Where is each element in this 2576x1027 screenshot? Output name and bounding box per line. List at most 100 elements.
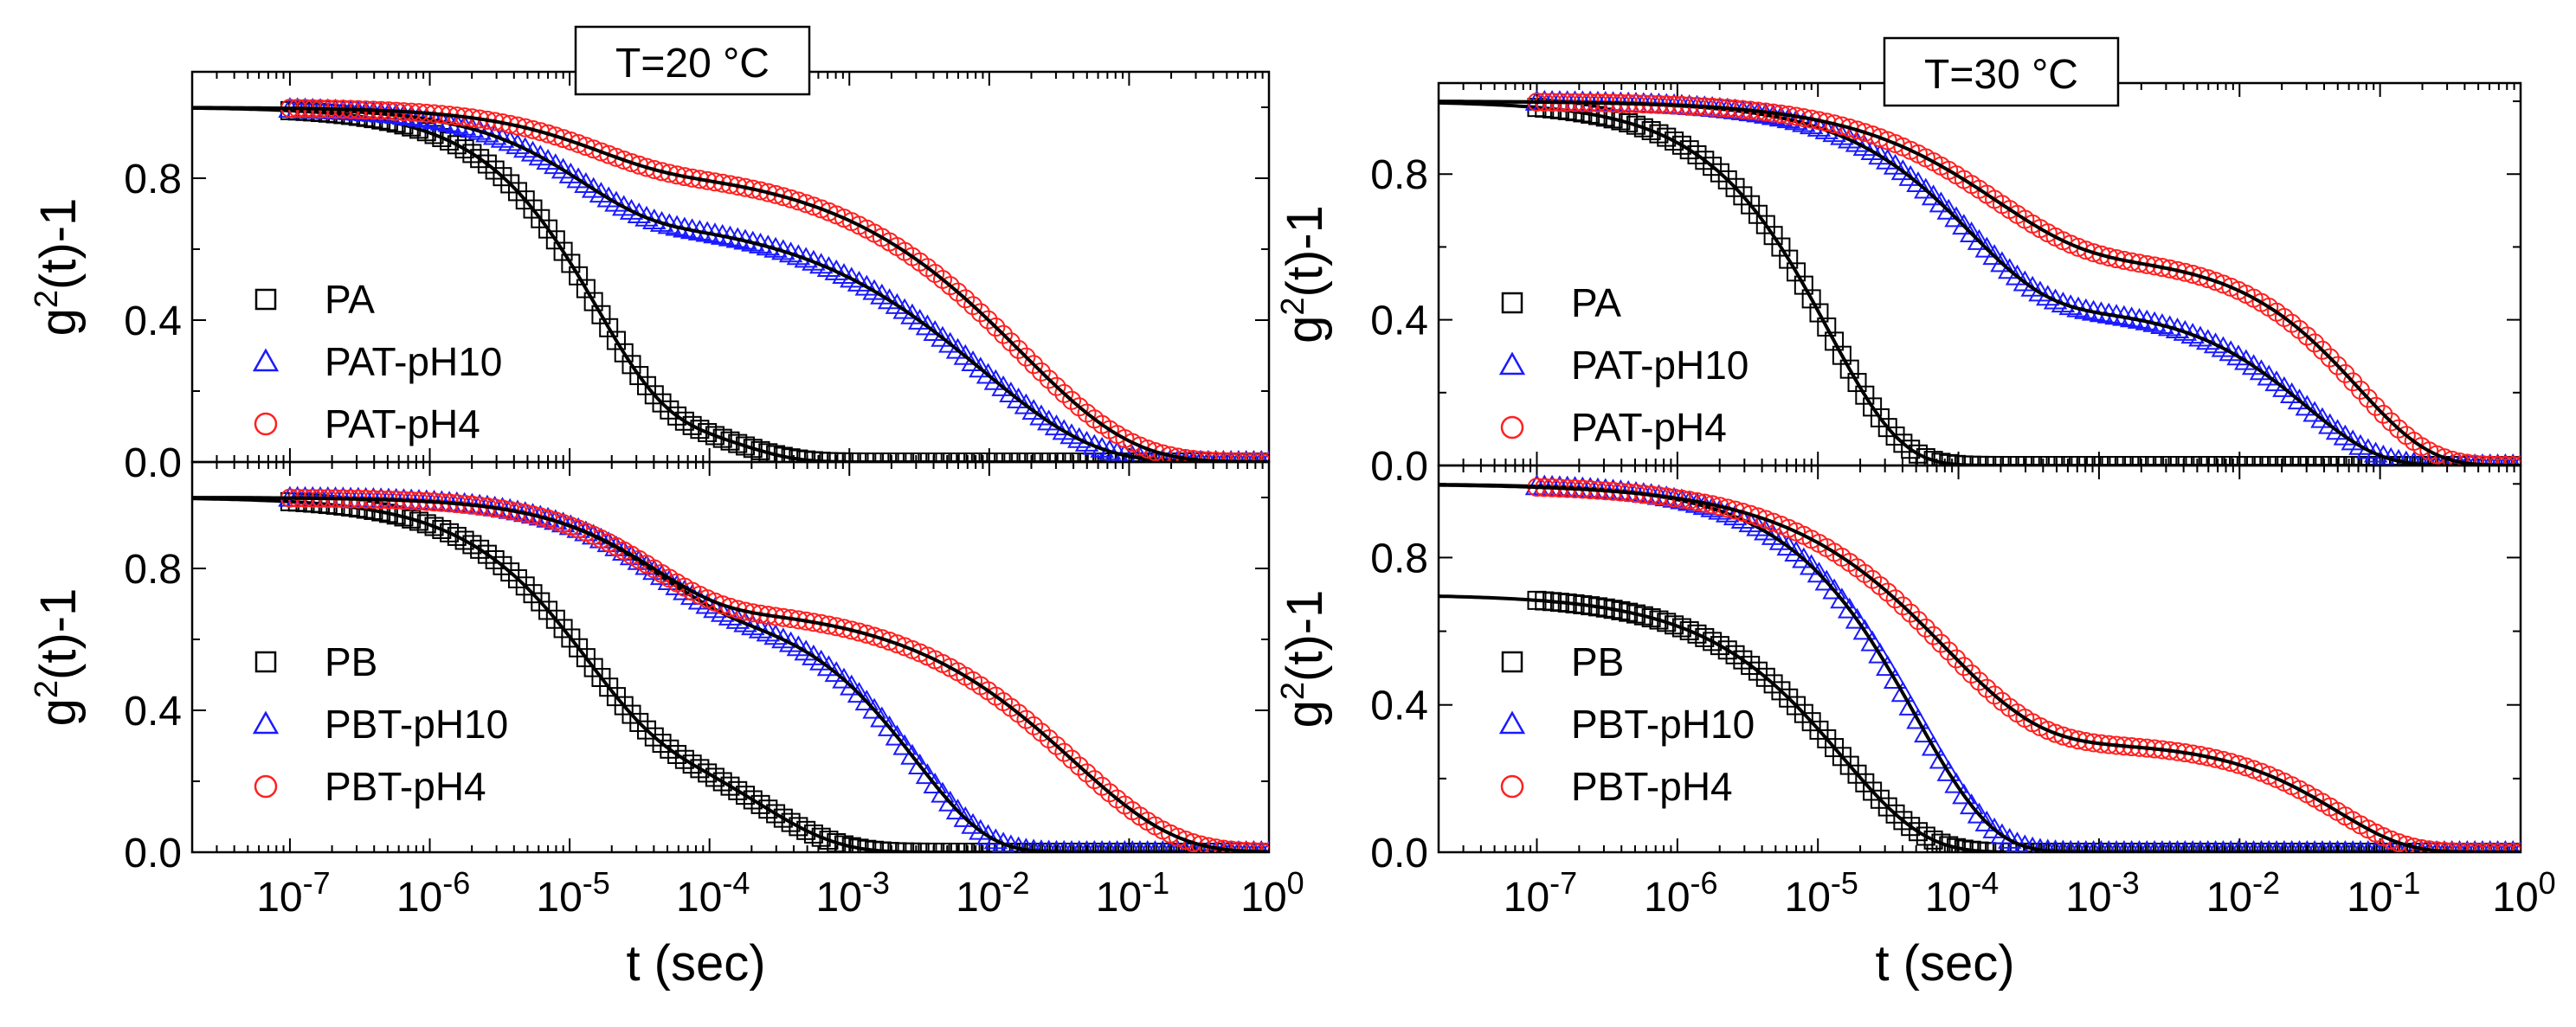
data-point-PAT-pH4 — [515, 118, 535, 138]
x-tick-label: 10-5 — [536, 865, 609, 921]
data-point-PA — [1908, 444, 1928, 464]
legend-label: PA — [1571, 280, 1621, 325]
data-point-PA — [591, 305, 611, 324]
data-point-PBT-pH10 — [1936, 760, 1961, 781]
data-point-PBT-pH10 — [900, 743, 924, 765]
legend: PA PAT-pH10 PAT-pH4 — [1498, 280, 1748, 450]
data-point-PB — [1939, 836, 1959, 852]
data-point-PBT-pH10 — [870, 706, 894, 728]
data-point-PB — [416, 514, 436, 534]
data-point-PBT-pH10 — [1837, 597, 1862, 619]
data-point-PA — [1671, 135, 1691, 155]
data-point-PAT-pH10 — [1959, 221, 1984, 243]
fit-line-PBT-pH4 — [192, 496, 1269, 852]
data-point-PB — [1641, 608, 1661, 628]
y-tick-label: 0.0 — [1370, 831, 1428, 876]
data-point-PB — [1779, 688, 1799, 708]
data-point-PA — [629, 366, 649, 386]
data-point-PA — [1771, 237, 1791, 257]
data-point-PA — [493, 167, 512, 187]
x-tick-label: 10-7 — [256, 865, 330, 921]
data-point-PA — [576, 279, 596, 298]
data-point-PAT-pH4 — [978, 310, 998, 330]
x-tick-label: 10-2 — [956, 865, 1029, 921]
x-tick-label: 10-1 — [2347, 865, 2420, 921]
fit-line-PAT-pH4 — [1439, 99, 2521, 465]
y-tick-label: 0.4 — [124, 689, 182, 735]
legend-label: PBT-pH10 — [1571, 702, 1755, 747]
data-point-PBT-pH4 — [1969, 671, 1989, 691]
data-point-PBT-pH4 — [1923, 626, 1943, 645]
y-tick-label: 0.4 — [1370, 684, 1428, 729]
data-point-PBT-pH4 — [1939, 641, 1959, 661]
data-point-PB — [591, 668, 611, 688]
data-point-PA — [1794, 275, 1813, 295]
data-point-PBT-pH10 — [1814, 569, 1839, 591]
data-point-PAT-pH4 — [1001, 332, 1021, 352]
data-point-PA — [1741, 195, 1761, 215]
data-point-PB — [644, 727, 664, 747]
chart-panel-top-left: 0.0 0.4 0.8 g2(t)-1 T=20 °C PA PAT-pH10 PAT-pH4 — [29, 25, 1271, 486]
data-point-PBT-pH4 — [1947, 649, 1967, 669]
data-point-PBT-pH10 — [1799, 554, 1824, 575]
legend-triangle-icon — [252, 348, 280, 372]
legend-square-icon — [1501, 292, 1523, 314]
y-axis-title: g2(t)-1 — [1275, 205, 1333, 343]
data-point-PBT-pH10 — [915, 763, 940, 785]
data-point-PB — [402, 509, 422, 529]
data-point-PAT-pH4 — [2107, 249, 2127, 269]
data-point-PA — [485, 160, 505, 180]
data-point-PBT-pH4 — [1961, 664, 1981, 684]
legend-triangle-icon — [1498, 710, 1526, 735]
data-point-PAT-pH4 — [766, 184, 786, 204]
data-point-PA — [1619, 113, 1639, 133]
data-point-PB — [796, 820, 816, 840]
data-point-PBT-pH10 — [1792, 547, 1816, 568]
data-point-PB — [827, 833, 847, 852]
y-tick-label: 0.8 — [124, 157, 182, 202]
data-point-PA — [583, 292, 603, 311]
data-point-PAT-pH4 — [963, 296, 983, 316]
data-point-PA — [523, 199, 543, 219]
data-point-PA — [606, 331, 626, 350]
data-point-PB — [660, 739, 679, 759]
chart-panel-top-right: 0.0 0.4 0.8 g2(t)-1 T=30 °C PA PAT-pH10 PAT-pH4 — [1275, 36, 2522, 490]
data-point-PBT-pH10 — [1959, 793, 1984, 815]
data-point-PB — [1755, 667, 1775, 687]
data-point-PA — [1649, 124, 1669, 144]
data-point-PA — [1885, 426, 1905, 446]
data-point-PBT-pH4 — [2061, 729, 2081, 748]
data-point-PB — [1931, 833, 1951, 852]
data-point-PB — [637, 720, 657, 740]
x-tick-label: 10-4 — [1925, 865, 1999, 921]
data-point-PBT-pH4 — [736, 601, 756, 621]
legend-label: PBT-pH10 — [325, 702, 508, 747]
data-point-PA — [750, 440, 770, 460]
data-point-PAT-pH4 — [2312, 340, 2332, 360]
data-point-PBT-pH10 — [1952, 783, 1976, 805]
data-point-PA — [500, 174, 520, 194]
data-point-PAT-pH4 — [2175, 262, 2195, 282]
data-point-PAT-pH4 — [652, 162, 672, 182]
data-point-PA — [1839, 359, 1859, 379]
data-point-PBT-pH10 — [1883, 668, 1908, 690]
data-point-PB — [1725, 645, 1745, 664]
data-point-PA — [660, 400, 679, 420]
data-point-PBT-pH10 — [854, 690, 879, 711]
data-point-PB — [493, 555, 512, 575]
x-tick-label: 10-6 — [396, 865, 470, 921]
data-point-PAT-pH4 — [2099, 247, 2119, 266]
legend-triangle-icon — [1498, 351, 1526, 375]
data-point-PB — [667, 745, 687, 765]
data-point-PAT-pH4 — [1153, 444, 1173, 462]
data-point-PB — [819, 831, 839, 850]
data-point-PBT-pH4 — [1054, 742, 1074, 762]
legend-circle-icon — [1500, 774, 1524, 799]
data-point-PB — [1870, 789, 1890, 809]
data-point-PBT-pH4 — [1191, 835, 1211, 852]
legend: PB PBT-pH10 PBT-pH4 — [252, 639, 508, 809]
data-point-PBT-pH4 — [2053, 726, 2073, 746]
data-point-PA — [1641, 120, 1661, 140]
data-point-PB — [629, 712, 649, 732]
data-point-PAT-pH4 — [2381, 412, 2401, 432]
